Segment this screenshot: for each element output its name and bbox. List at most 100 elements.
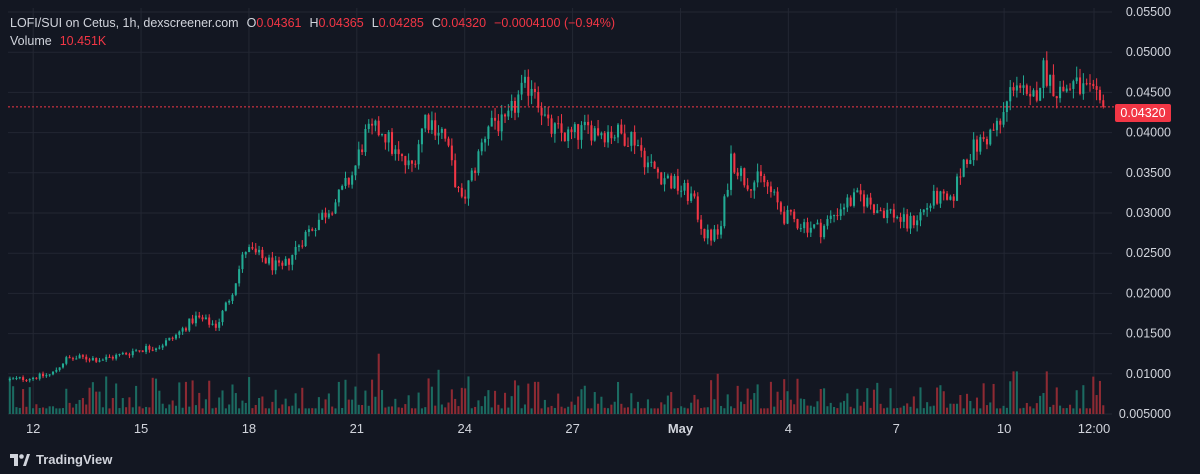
candle-body-down — [191, 318, 194, 324]
price-tick-label: 0.03000 — [1126, 206, 1171, 220]
candle-body-down — [71, 358, 74, 360]
candle-body-up — [420, 128, 423, 145]
candle-body-down — [450, 145, 453, 161]
volume-bar — [218, 397, 221, 414]
candle-body-up — [224, 302, 227, 311]
volume-bar — [1092, 376, 1095, 414]
volume-bar — [902, 405, 905, 414]
candle-body-down — [271, 257, 274, 271]
candle-body-up — [155, 348, 158, 351]
volume-bar — [404, 404, 407, 414]
candle-body-down — [766, 182, 769, 187]
volume-bar — [258, 397, 261, 414]
volume-bar — [301, 387, 304, 414]
volume-bar — [297, 408, 300, 414]
volume-bar — [48, 406, 51, 414]
volume-bar — [799, 398, 802, 414]
volume-bar — [78, 399, 81, 414]
volume-bar — [168, 404, 171, 414]
candle-body-down — [643, 150, 646, 168]
candle-body-down — [540, 107, 543, 116]
candle-body-down — [806, 222, 809, 233]
volume-bar — [567, 406, 570, 414]
candle-body-up — [168, 337, 171, 341]
volume-bar — [969, 400, 972, 414]
volume-bar — [593, 392, 596, 414]
volume-bar — [331, 406, 334, 414]
volume-label: Volume — [10, 34, 52, 48]
candle-body-up — [135, 350, 138, 352]
candle-body-down — [936, 190, 939, 204]
volume-bar — [194, 405, 197, 414]
volume-bar — [636, 401, 640, 414]
candle-body-up — [274, 260, 277, 271]
volume-bar — [503, 392, 507, 414]
candle-body-down — [759, 171, 762, 176]
volume-bar — [15, 407, 18, 414]
candle-body-down — [138, 350, 141, 352]
candle-body-down — [892, 209, 895, 218]
candle-body-up — [616, 124, 620, 138]
candle-body-up — [902, 214, 905, 222]
volume-bar — [317, 397, 320, 414]
volume-bar — [138, 406, 141, 414]
candle-body-up — [18, 377, 21, 379]
volume-bar — [1059, 405, 1062, 414]
candle-body-up — [484, 138, 487, 143]
volume-bar — [610, 404, 613, 414]
volume-bar — [337, 381, 340, 414]
candle-body-down — [460, 187, 463, 197]
volume-bar — [447, 402, 450, 414]
candle-body-down — [587, 121, 590, 126]
candle-body-down — [879, 210, 882, 212]
price-axis[interactable]: 0.05500 0.05000 0.04500 0.04000 0.03500 0.030… — [1119, 5, 1171, 421]
volume-bar — [417, 392, 420, 414]
candle-body-up — [75, 358, 78, 360]
volume-bar — [384, 407, 387, 414]
candle-body-down — [287, 258, 291, 265]
candle-body-up — [663, 178, 666, 185]
candle-body-up — [337, 189, 340, 203]
volume-bar — [630, 393, 633, 414]
volume-bar — [553, 407, 556, 414]
volume-bar — [663, 404, 666, 414]
volume-bar — [510, 396, 513, 414]
volume-bar — [98, 391, 101, 414]
volume-bar — [892, 408, 895, 414]
volume-bar — [321, 408, 324, 414]
volume-bar — [803, 399, 806, 414]
volume-bar — [414, 408, 417, 414]
volume-bar — [1015, 371, 1018, 414]
time-axis[interactable]: 12 15 18 21 24 27 May 4 7 10 12:00 — [26, 421, 1110, 436]
candle-body-down — [660, 172, 663, 185]
volume-bar — [942, 391, 945, 414]
volume-bar — [1065, 408, 1068, 414]
volume-bar — [726, 394, 729, 414]
volume-bar — [367, 405, 370, 414]
candle-body-up — [204, 317, 207, 320]
candle-body-up — [673, 176, 676, 189]
candle-body-up — [939, 191, 942, 204]
candle-body-up — [181, 328, 184, 332]
candle-body-down — [1069, 88, 1072, 90]
candle-body-down — [959, 176, 962, 178]
candle-body-down — [749, 189, 753, 191]
candle-body-down — [570, 129, 573, 133]
volume-bar — [563, 408, 566, 414]
candle-body-up — [995, 120, 998, 131]
candle-body-up — [374, 120, 377, 126]
volume-bar — [91, 382, 94, 414]
candle-body-up — [916, 220, 919, 226]
candle-body-up — [304, 231, 307, 246]
volume-bars — [8, 353, 1105, 414]
volume-bar — [547, 407, 550, 414]
candle-body-up — [846, 197, 849, 208]
volume-bar — [420, 408, 423, 414]
volume-bar — [12, 386, 15, 414]
volume-bar — [347, 399, 350, 414]
tradingview-logo[interactable]: TradingView — [10, 452, 112, 467]
volume-bar — [254, 404, 257, 414]
volume-bar — [713, 399, 716, 414]
